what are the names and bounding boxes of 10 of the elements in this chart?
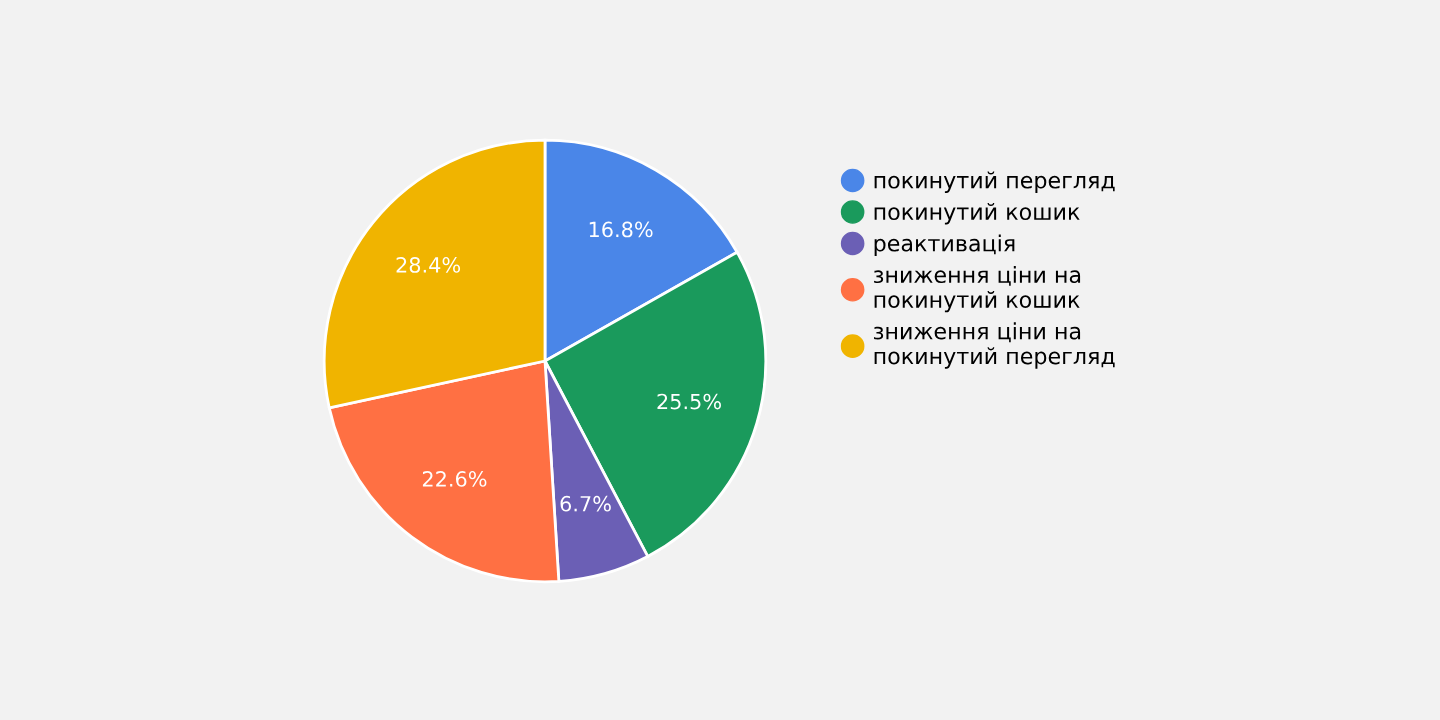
data-label: 6.7%	[560, 495, 611, 512]
data-label: 16.8%	[589, 221, 653, 238]
legend-label: покинутий перегляд	[874, 171, 1115, 193]
legend-label: зниження ціни на покинутий кошик	[874, 265, 1081, 313]
legend-label: зниження ціни на покинутий перегляд	[874, 322, 1115, 369]
data-label: 25.5%	[657, 393, 721, 410]
data-label: 22.6%	[422, 471, 487, 487]
legend-label: покинутий кошик	[874, 202, 1080, 225]
legend-label: реактивація	[874, 234, 1015, 256]
data-label: 28.4%	[396, 257, 461, 273]
